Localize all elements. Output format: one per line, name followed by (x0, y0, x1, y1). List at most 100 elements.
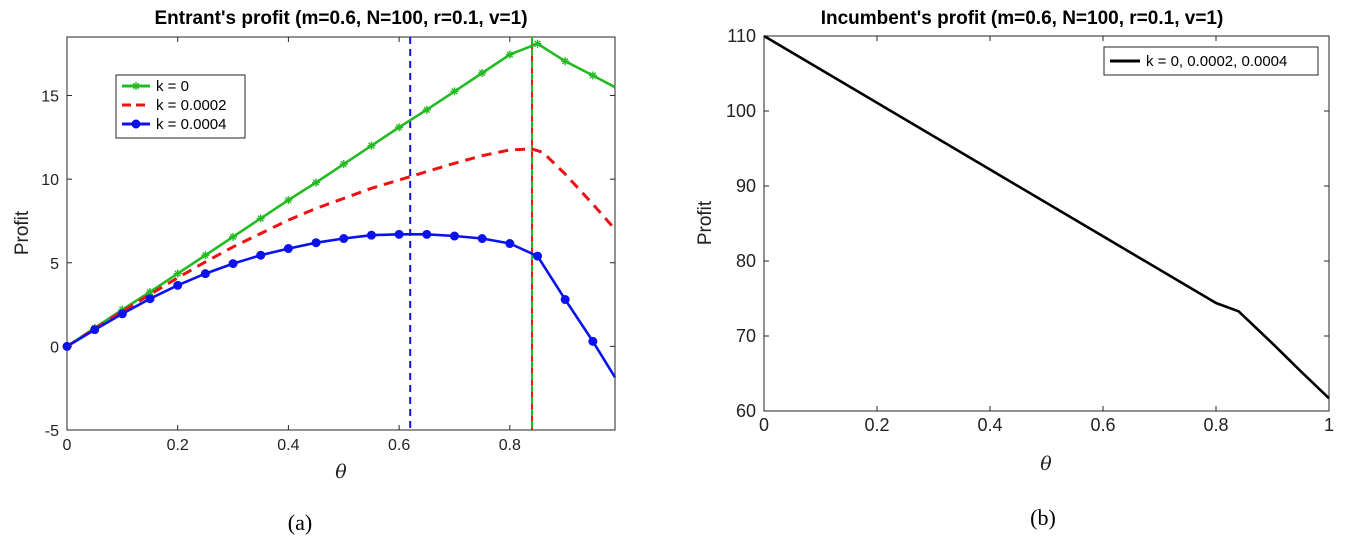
chart-a-legend-label-1: k = 0.0002 (156, 97, 226, 114)
chart-a-series-0-point (173, 269, 182, 278)
chart-a-series-0-point (312, 178, 321, 187)
chart-a-series-2-point (422, 229, 432, 239)
chart-a-series-2-point (200, 269, 210, 279)
chart-a-ytick-label: 5 (50, 256, 59, 273)
chart-a-series-2-point (283, 244, 293, 254)
chart-a-series-0-point-stroke (506, 51, 514, 58)
chart-b-xtick-label: 0.4 (977, 415, 1002, 435)
chart-a-series-2-point (339, 234, 349, 244)
chart-b-xlabel: θ (1040, 453, 1052, 475)
chart-b-ytick-label: 80 (736, 251, 756, 271)
chart-a-series-0-point-stroke (285, 196, 292, 204)
chart-a-legend-label-2: k = 0.0004 (156, 116, 226, 133)
chart-a-series-2-point (228, 259, 238, 269)
chart-a-xtick-label: 0.8 (499, 437, 521, 454)
chart-a-xtick-label: 0.4 (277, 437, 299, 454)
chart-a-series-0-point (422, 105, 431, 114)
chart-a-xtick-label: 0.2 (167, 437, 189, 454)
chart-a-series-2-point (394, 229, 404, 239)
chart-a-series-0-point (505, 50, 514, 59)
chart-a-xlabel: θ (335, 461, 347, 483)
chart-a-series-0-point (561, 57, 570, 66)
chart-b-xtick-label: 0.2 (864, 415, 889, 435)
chart-a-series-0-point-stroke (534, 40, 541, 47)
chart-b-xtick-label: 0.8 (1203, 415, 1228, 435)
chart-a-series-1-line (66, 147, 617, 348)
chart-a-series-2-point (311, 238, 321, 248)
chart-a-series-0-point-stroke (174, 270, 182, 277)
chart-a-legend-marker-2 (131, 119, 141, 129)
chart-b-legend: k = 0, 0.0002, 0.0004 (1103, 46, 1319, 76)
chart-a-series (62, 39, 617, 378)
chart-a-ytick-label: 0 (50, 339, 59, 356)
chart-a-series-0-point-stroke (146, 288, 154, 296)
chart-a-series-2-point (366, 230, 376, 240)
chart-a-series-0-point-stroke (561, 57, 569, 65)
chart-a-ytick-label: -5 (45, 423, 59, 440)
chart-a-series-2-point (588, 336, 598, 346)
chart-a-series-0-point (256, 214, 265, 223)
chart-b-ytick-label: 70 (736, 326, 756, 346)
chart-a-series-0-point-stroke (478, 69, 486, 77)
chart-a-title: Entrant's profit (m=0.6, N=100, r=0.1, v… (154, 8, 527, 29)
chart-a-series-0-point-stroke (257, 215, 265, 222)
chart-a-series-0-point (339, 160, 348, 169)
chart-a-series-2-point (533, 251, 543, 261)
chart-a-series-0-point (588, 71, 597, 80)
chart-a-series-0-point-stroke (589, 72, 597, 79)
chart-a-series-2-point (173, 280, 183, 290)
chart-a-xtick-label: 0 (63, 437, 72, 454)
chart-a-series-2-point (145, 294, 155, 304)
chart-b-ytick-label: 90 (736, 176, 756, 196)
chart-a-series-0-point (367, 141, 376, 150)
chart-a: Entrant's profit (m=0.6, N=100, r=0.1, v… (12, 8, 617, 535)
chart-a-series-0-point-stroke (368, 142, 375, 149)
chart-a-series-0-point-stroke (451, 88, 458, 95)
chart-a-series-0-point (201, 251, 210, 260)
chart-b-title: Incumbent's profit (m=0.6, N=100, r=0.1,… (821, 8, 1224, 29)
chart-a-series-2-point (90, 325, 100, 335)
chart-a-ytick-label: 15 (41, 89, 59, 106)
chart-b-xtick-label: 0 (759, 415, 769, 435)
chart-a-series-0-point (533, 39, 542, 48)
chart-a-series-0-point (229, 232, 238, 241)
chart-b-ylabel: Profit (695, 200, 716, 245)
chart-a-series-0-point-stroke (340, 160, 348, 168)
chart-a-series-0-point-stroke (423, 106, 431, 114)
chart-a-series-0-point (450, 87, 459, 96)
chart-a-series-2-point (449, 231, 459, 241)
chart-a-series-0-point (284, 196, 293, 205)
chart-a-ytick-label: 10 (41, 172, 59, 189)
chart-a-series-2-point (62, 341, 72, 351)
chart-b-ytick-label: 100 (726, 101, 756, 121)
chart-b-caption: (b) (1030, 505, 1056, 530)
chart-a-legend: k = 0 k = 0.0002 k = 0.0004 (115, 74, 246, 139)
chart-b-ytick-label: 110 (727, 26, 756, 46)
chart-a-legend-marker-0-stroke (132, 82, 140, 90)
chart-a-series-0-point-stroke (229, 233, 237, 241)
chart-a-series-0-point-stroke (202, 251, 209, 259)
chart-a-axes-box (66, 36, 616, 431)
chart-a-caption: (a) (288, 510, 312, 535)
chart-b-xtick-label: 0.6 (1090, 415, 1115, 435)
chart-a-series-0-point-stroke (395, 124, 403, 131)
chart-b: Incumbent's profit (m=0.6, N=100, r=0.1,… (695, 8, 1334, 530)
chart-a-legend-label-0: k = 0 (156, 78, 189, 95)
chart-a-series-2-point (505, 239, 515, 249)
chart-a-series-0-point (478, 68, 487, 77)
chart-a-series-2-point (256, 250, 266, 260)
chart-b-series-0-line (763, 34, 1330, 400)
chart-a-series-2-point (117, 309, 127, 319)
chart-a-series-2-point (477, 234, 487, 244)
chart-a-ylabel: Profit (12, 210, 33, 255)
chart-b-axes-box (763, 35, 1330, 412)
chart-b-series (763, 34, 1330, 400)
chart-b-xtick-label: 1 (1324, 415, 1334, 435)
chart-a-xtick-label: 0.6 (388, 437, 410, 454)
chart-b-ticks: 0 0.2 0.4 0.6 0.8 1 60 70 80 90 100 110 (726, 26, 1334, 435)
chart-b-ytick-label: 60 (736, 401, 756, 421)
chart-a-series-2-point (560, 295, 570, 305)
chart-a-legend-marker-0 (132, 82, 140, 90)
chart-a-series-0-point (395, 123, 404, 132)
